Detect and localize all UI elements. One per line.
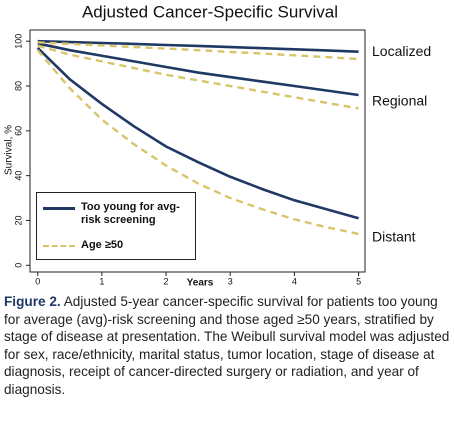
stage-label: Regional [372,92,427,108]
legend-swatch [43,245,75,247]
survival-curve [37,41,359,61]
x-tick-label: 1 [99,276,104,286]
legend: Too young for avg-risk screening Age ≥50 [36,192,196,260]
legend-label: Too young for avg-risk screening [81,201,180,226]
x-tick-label: 2 [164,276,169,286]
x-tick-label: 3 [228,276,233,286]
survival-curve [36,46,359,220]
survival-curve [37,42,359,97]
y-axis-label: Survival, % [4,125,15,175]
caption-text: Adjusted 5-year cancer-specific survival… [4,294,450,397]
caption-label: Figure 2. [4,294,61,309]
x-tick-label: 5 [356,276,361,286]
caption: Figure 2. Adjusted 5-year cancer-specifi… [4,293,450,398]
survival-curve [37,39,359,54]
x-tick-label: 0 [35,276,40,286]
chart: Adjusted Cancer-Specific Survival Years … [4,2,432,289]
x-axis-label: Years [187,278,214,289]
y-tick-label: 20 [13,215,23,225]
y-tick-label: 80 [13,81,23,91]
stage-label: Distant [372,229,416,245]
legend-swatch [43,207,75,210]
y-tick-label: 100 [13,34,23,49]
survival-curve [37,44,359,110]
stage-label: Localized [372,43,431,59]
legend-label: Age ≥50 [81,239,124,251]
chart-title: Adjusted Cancer-Specific Survival [82,2,338,21]
plot-frame [29,29,366,273]
x-tick-label: 4 [292,276,297,286]
y-tick-label: 40 [13,171,23,181]
y-tick-label: 0 [13,263,23,268]
survival-curve [36,49,359,236]
y-tick-label: 60 [13,126,23,136]
